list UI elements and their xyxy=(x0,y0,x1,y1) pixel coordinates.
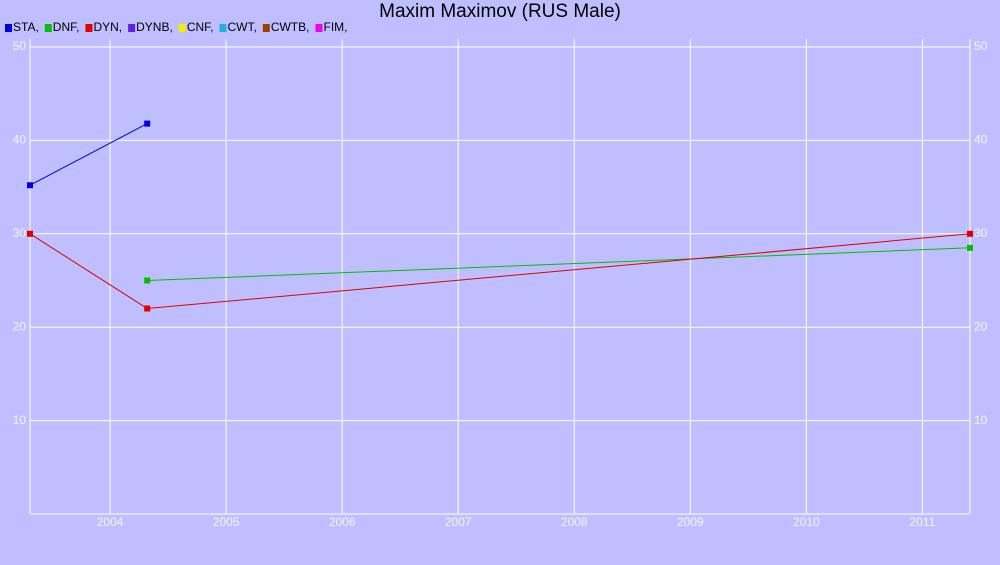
legend-label: CWTB, xyxy=(271,20,310,34)
chart-title: Maxim Maximov (RUS Male) xyxy=(379,1,621,22)
y-tick-label: 40 xyxy=(13,133,27,147)
data-point xyxy=(27,182,33,189)
y-tick-label: 10 xyxy=(13,413,27,427)
legend-label: DYNB, xyxy=(136,20,173,34)
legend-label: CNF, xyxy=(187,20,214,34)
legend-label: FIM, xyxy=(323,20,347,34)
legend-swatch xyxy=(44,24,52,32)
legend-label: DNF, xyxy=(53,20,80,34)
y-tick-label: 50 xyxy=(13,39,27,53)
y-tick-label: 20 xyxy=(13,319,27,333)
y2-tick-label: 30 xyxy=(974,226,988,240)
legend-swatch xyxy=(85,24,93,32)
y2-tick-label: 40 xyxy=(974,133,988,147)
data-point xyxy=(144,120,151,127)
data-point xyxy=(27,230,33,237)
series-line xyxy=(29,123,148,186)
x-tick-label: 2004 xyxy=(97,515,124,529)
legend-swatch xyxy=(315,24,323,32)
x-tick-label: 2010 xyxy=(793,515,820,529)
legend-swatch xyxy=(262,24,270,32)
data-point xyxy=(144,277,151,284)
y2-tick-label: 50 xyxy=(974,39,988,53)
y-tick-label: 30 xyxy=(13,226,27,240)
x-tick-label: 2008 xyxy=(561,515,588,529)
legend-swatch xyxy=(128,24,136,32)
data-point xyxy=(144,305,151,312)
x-tick-label: 2011 xyxy=(910,515,936,529)
x-tick-label: 2007 xyxy=(445,515,472,529)
data-point xyxy=(967,230,973,237)
series-line xyxy=(147,247,971,281)
legend-swatch xyxy=(178,24,186,32)
y2-tick-label: 10 xyxy=(974,413,988,427)
legend-swatch xyxy=(5,24,12,32)
legend-label: STA, xyxy=(13,20,39,34)
x-tick-label: 2009 xyxy=(677,515,704,529)
y2-tick-label: 20 xyxy=(974,319,988,333)
x-tick-label: 2006 xyxy=(329,515,356,529)
x-tick-label: 2005 xyxy=(213,515,240,529)
legend-label: CWT, xyxy=(227,20,256,34)
data-point xyxy=(967,244,973,251)
legend-label: DYN, xyxy=(93,20,122,34)
legend-swatch xyxy=(219,24,227,32)
